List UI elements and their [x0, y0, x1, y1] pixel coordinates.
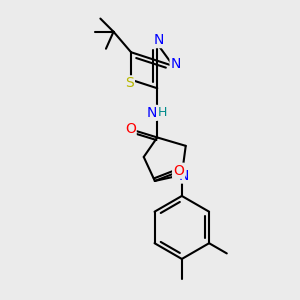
Text: H: H [158, 106, 167, 119]
Text: N: N [147, 106, 157, 120]
Text: S: S [125, 76, 134, 90]
Text: O: O [173, 164, 184, 178]
Text: O: O [125, 122, 136, 136]
Text: N: N [179, 169, 189, 183]
Text: N: N [154, 33, 164, 47]
Text: N: N [171, 57, 181, 70]
